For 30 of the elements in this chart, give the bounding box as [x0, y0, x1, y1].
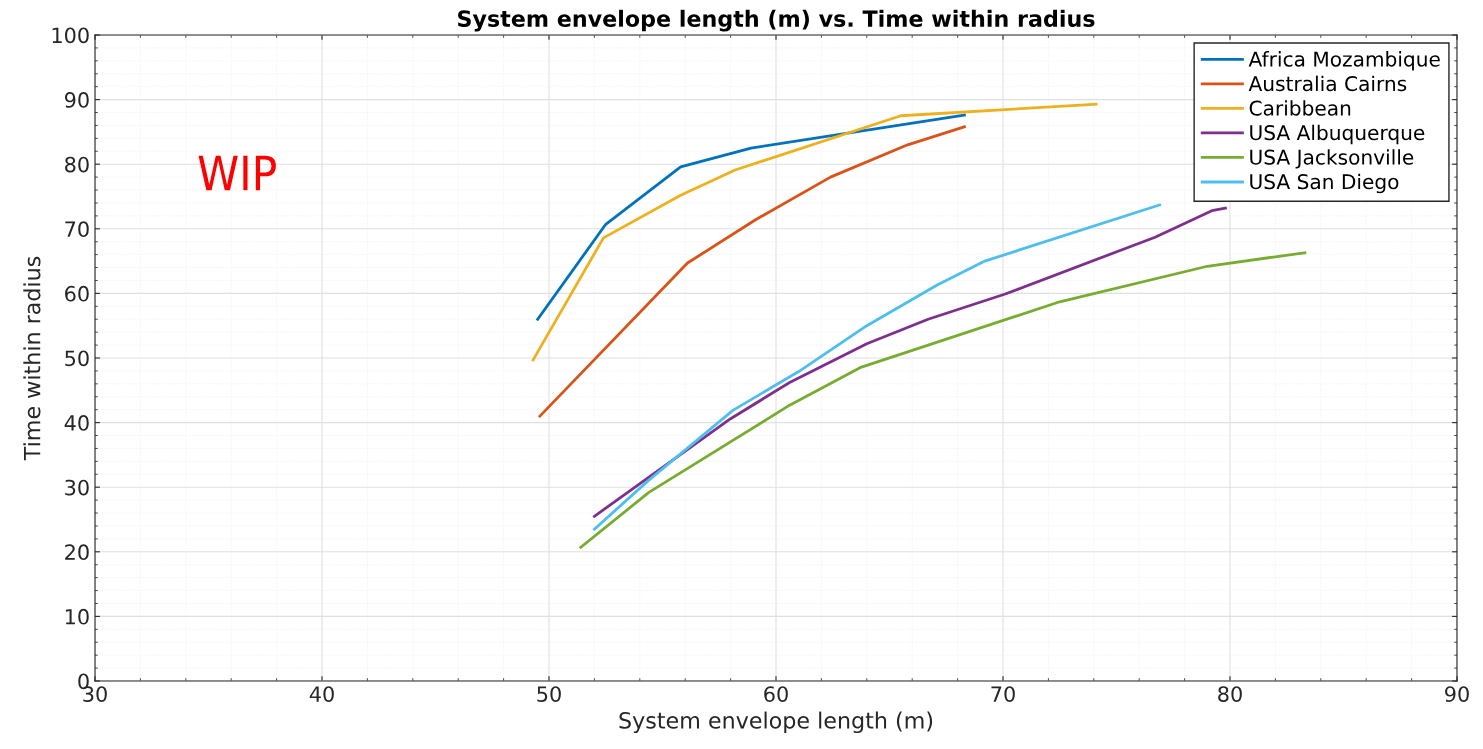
- legend-label: Caribbean: [1249, 100, 1351, 116]
- line-series: [536, 113, 966, 321]
- y-tick-label: 90: [64, 92, 89, 108]
- y-tick-label: 40: [64, 415, 89, 431]
- x-tick-label: 40: [309, 686, 334, 702]
- x-tick-label: 50: [537, 686, 561, 702]
- y-tick-label: 30: [65, 479, 89, 496]
- y-tick-label: 20: [65, 544, 89, 561]
- y-tick-label: 70: [65, 221, 89, 238]
- annotation: WIP: [198, 155, 276, 191]
- x-tick-label: 80: [1218, 686, 1242, 702]
- legend-label: USA Albuquerque: [1250, 124, 1425, 145]
- chart-title: System envelope length (m) vs. Time within radius: [458, 9, 1095, 32]
- x-tick-label: 70: [991, 686, 1015, 702]
- y-axis-title: Time within radius: [23, 256, 41, 461]
- x-axis-title: System envelope length (m): [619, 711, 933, 734]
- x-tick-label: 90: [1445, 686, 1469, 702]
- line-series: [531, 102, 1098, 362]
- line-series: [538, 125, 966, 418]
- y-tick-label: 10: [65, 608, 89, 625]
- y-tick-label: 60: [65, 285, 89, 302]
- legend-label: Africa Mozambique: [1248, 51, 1440, 71]
- line-series: [579, 251, 1307, 549]
- x-tick-label: 60: [764, 686, 788, 702]
- legend-label: USA San Diego: [1250, 173, 1399, 194]
- y-tick-label: 100: [52, 27, 89, 44]
- y-tick-label: 50: [65, 350, 89, 367]
- legend-label: Australia Cairns: [1248, 75, 1407, 92]
- y-tick-label: 80: [65, 156, 89, 173]
- legend-label: USA Jacksonville: [1250, 149, 1414, 169]
